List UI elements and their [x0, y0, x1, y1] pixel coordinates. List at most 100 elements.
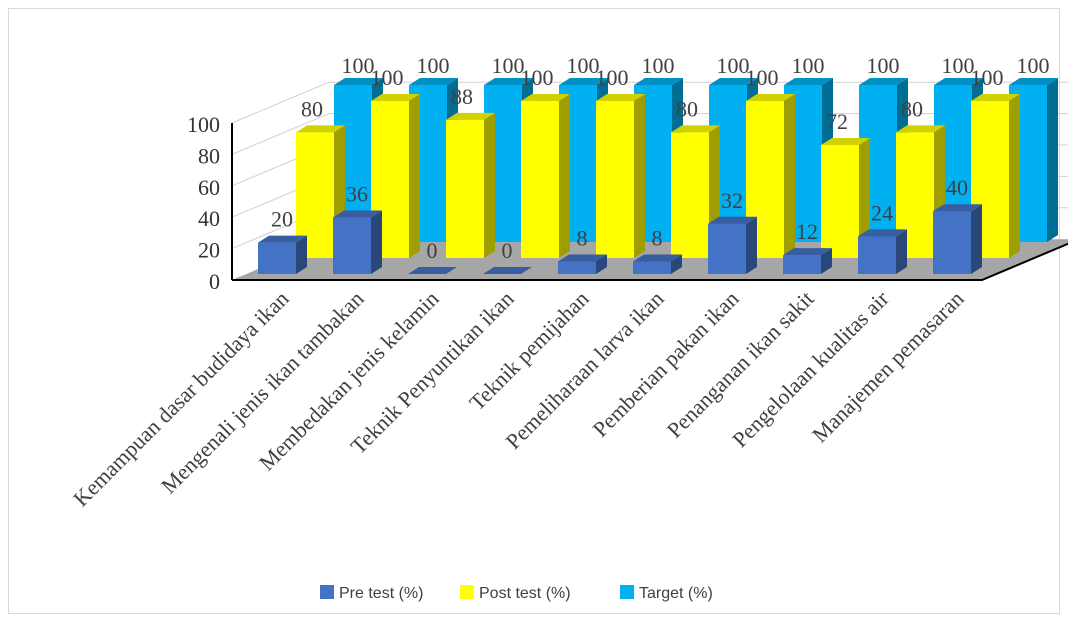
gridline-side [231, 113, 330, 155]
bar-side [559, 94, 570, 258]
data-label: 80 [676, 96, 698, 121]
y-tick-label: 20 [198, 238, 220, 263]
bar-1-3 [408, 267, 457, 275]
bar-front [333, 217, 371, 274]
bar-top [821, 137, 870, 145]
x-tick-label: Manajemen pemasaran [807, 286, 969, 448]
bar-front [558, 261, 596, 274]
bar-2-5 [596, 94, 645, 258]
bar-1-1 [258, 235, 307, 274]
bar-side [409, 94, 420, 258]
legend-item: Post test (%) [460, 585, 571, 602]
bar-top [408, 267, 457, 274]
data-label: 40 [946, 175, 968, 200]
bar-front [258, 242, 296, 274]
bar-side [896, 229, 907, 274]
data-label: 100 [1017, 53, 1050, 78]
data-label: 80 [301, 96, 323, 121]
legend-group: Pre test (%) Post test (%) Target (%) [320, 585, 713, 602]
data-label: 100 [942, 53, 975, 78]
legend-swatch [320, 585, 334, 599]
bar-2-8 [821, 137, 870, 258]
legend-label: Pre test (%) [339, 585, 423, 602]
data-label: 24 [871, 200, 893, 225]
bar-top [258, 235, 307, 243]
bar-side [1009, 94, 1020, 258]
data-label: 36 [346, 181, 368, 206]
y-tick-label: 0 [209, 269, 220, 294]
bar-top [409, 78, 458, 85]
bar-1-10 [933, 204, 982, 274]
data-label: 80 [901, 96, 923, 121]
legend-label: Target (%) [639, 585, 713, 602]
bar-front [521, 101, 559, 258]
bar-top [634, 78, 683, 85]
bar-top [559, 78, 608, 85]
bar-front [783, 255, 821, 274]
bar-side [634, 94, 645, 258]
bar-top [334, 78, 383, 85]
y-tick-label: 80 [198, 143, 220, 168]
bar-front [446, 119, 484, 258]
bar-side [1047, 78, 1058, 242]
y-tick-label: 40 [198, 206, 220, 231]
bar-2-3 [446, 112, 495, 258]
data-labels-group: 100 100 100 100 100 100 100 100 100 1008010088100… [271, 53, 1050, 263]
bar-top [896, 125, 945, 133]
bar-1-6 [633, 254, 682, 274]
bar-front [633, 261, 671, 274]
data-label: 100 [746, 65, 779, 90]
bar-top [934, 78, 983, 85]
data-label: 100 [567, 53, 600, 78]
data-label: 100 [867, 53, 900, 78]
data-label: 20 [271, 207, 293, 232]
bar-side [596, 254, 607, 274]
bar-1-2 [333, 210, 382, 274]
legend-swatch [620, 585, 634, 599]
bar-top [1009, 78, 1058, 85]
bars-group [258, 78, 1058, 275]
bar-top [371, 94, 420, 101]
y-tick-label: 60 [198, 175, 220, 200]
data-label: 12 [796, 219, 818, 244]
bar-top [558, 254, 607, 262]
bar-top [746, 94, 795, 101]
y-tick-label: 100 [187, 112, 220, 137]
x-tick-label: Pemberian pakan ikan [588, 286, 744, 442]
legend-item: Target (%) [620, 585, 713, 602]
data-label: 100 [642, 53, 675, 78]
bar-front [596, 101, 634, 258]
axis-group: 0 20 40 60 80 100 [187, 112, 233, 294]
data-label: 88 [451, 84, 473, 109]
bar-top [484, 78, 533, 85]
bar-top [971, 94, 1020, 101]
bar-top [483, 267, 532, 274]
bar-front [708, 223, 746, 274]
bar-1-9 [858, 229, 907, 274]
bar-front [933, 211, 971, 274]
data-label: 100 [371, 65, 404, 90]
data-label: 100 [596, 65, 629, 90]
bar-top [708, 216, 757, 224]
bar-1-8 [783, 248, 832, 274]
data-label: 8 [652, 225, 663, 250]
bar-top [783, 248, 832, 256]
bar-top [859, 78, 908, 85]
bar-side [371, 210, 382, 274]
data-label: 100 [521, 65, 554, 90]
bar-1-7 [708, 216, 757, 274]
bar-side [296, 235, 307, 274]
bar-top [521, 94, 570, 101]
data-label: 0 [502, 238, 513, 263]
bar-front [671, 132, 709, 258]
bar-side [859, 137, 870, 258]
bar-top [296, 125, 345, 133]
bar-top [633, 254, 682, 262]
legend-swatch [460, 585, 474, 599]
bar-2-2 [371, 94, 420, 258]
bar-2-4 [521, 94, 570, 258]
legend-item: Pre test (%) [320, 585, 423, 602]
bar-top [858, 229, 907, 237]
bar-side [484, 112, 495, 258]
gridline-side [231, 81, 330, 124]
